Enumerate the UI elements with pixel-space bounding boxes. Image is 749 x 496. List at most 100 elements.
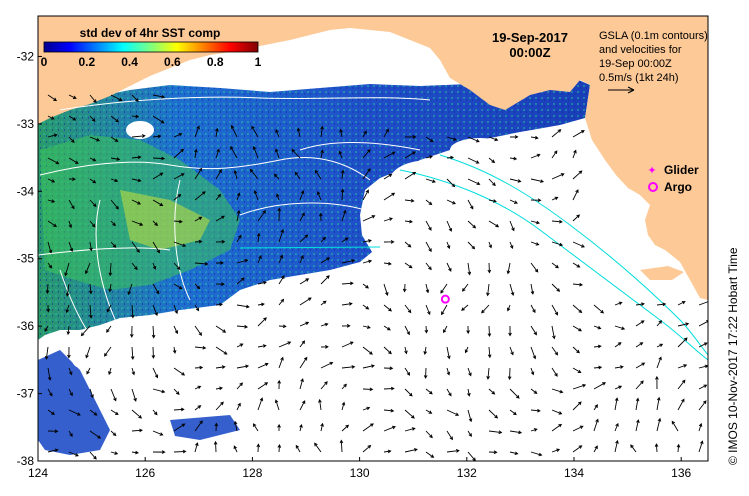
velocity-arrow <box>230 145 238 159</box>
velocity-arrow <box>656 356 662 369</box>
velocity-arrow <box>47 199 56 203</box>
velocity-arrow <box>467 178 481 186</box>
velocity-arrow <box>299 234 309 243</box>
gsla-coastal-contours <box>239 154 708 361</box>
velocity-arrow <box>362 168 371 180</box>
velocity-arrow <box>253 190 259 201</box>
velocity-arrow <box>404 409 415 419</box>
velocity-arrow <box>425 262 432 271</box>
velocity-arrow <box>131 388 137 402</box>
velocity-arrow <box>467 136 480 143</box>
velocity-arrow <box>110 94 123 102</box>
velocity-arrow <box>131 367 136 376</box>
velocity-arrow <box>47 178 56 183</box>
velocity-arrow <box>593 445 598 453</box>
velocity-arrow <box>277 444 282 453</box>
velocity-arrow <box>362 444 372 453</box>
velocity-arrow <box>215 215 225 222</box>
velocity-arrow <box>84 262 91 275</box>
velocity-arrow <box>236 209 241 222</box>
velocity-arrow <box>233 445 238 453</box>
velocity-arrow <box>446 178 456 188</box>
velocity-arrow <box>257 382 269 390</box>
velocity-arrow <box>89 115 96 122</box>
velocity-arrow <box>173 193 182 201</box>
velocity-arrow <box>404 388 413 397</box>
plot-frame <box>37 15 709 462</box>
velocity-arrow <box>131 409 143 419</box>
velocity-arrow <box>110 220 116 227</box>
velocity-arrow <box>572 425 584 432</box>
velocity-arrow <box>383 366 394 371</box>
velocity-arrow <box>104 346 112 357</box>
velocity-arrow <box>424 325 429 334</box>
velocity-arrow <box>47 448 59 453</box>
velocity-arrow <box>89 304 93 319</box>
velocity-arrow <box>341 365 356 369</box>
velocity-arrow <box>446 136 457 141</box>
velocity-arrow <box>89 388 94 399</box>
velocity-arrow <box>45 283 50 294</box>
velocity-arrow <box>404 135 417 139</box>
velocity-arrow <box>314 169 322 180</box>
velocity-arrow <box>152 134 162 139</box>
velocity-arrow <box>47 388 53 397</box>
velocity-arrow <box>152 262 157 270</box>
velocity-arrow <box>635 419 640 432</box>
velocity-arrow <box>488 199 497 203</box>
velocity-arrow <box>362 406 371 411</box>
velocity-arrow <box>362 346 373 355</box>
velocity-arrow <box>68 451 79 457</box>
velocity-arrow <box>47 94 58 102</box>
velocity-arrow <box>215 346 228 355</box>
velocity-arrow <box>129 325 134 338</box>
velocity-arrow <box>294 171 301 180</box>
velocity-arrow <box>509 388 520 399</box>
velocity-arrow <box>89 241 93 252</box>
velocity-arrow <box>677 364 688 369</box>
velocity-arrow <box>152 388 166 394</box>
velocity-arrow <box>257 362 269 369</box>
velocity-arrow <box>173 241 187 247</box>
velocity-arrow <box>404 262 413 269</box>
lat-tick-label: -37 <box>17 387 35 401</box>
velocity-arrow <box>130 346 135 361</box>
velocity-arrow <box>383 408 395 413</box>
velocity-arrow <box>299 423 303 432</box>
velocity-arrow <box>278 254 284 264</box>
velocity-arrow <box>110 451 119 455</box>
velocity-arrow <box>299 321 310 327</box>
map-time: 00:00Z <box>509 45 550 60</box>
velocity-arrow <box>277 423 281 432</box>
velocity-arrow <box>127 283 133 296</box>
velocity-arrow <box>173 148 185 159</box>
colorbar: std dev of 4hr SST comp 0 0.2 0.4 0.6 0.8 1 <box>41 26 262 69</box>
velocity-arrow <box>572 214 581 222</box>
velocity-arrow <box>446 155 455 160</box>
velocity-arrow <box>509 199 518 204</box>
velocity-arrow <box>446 409 460 416</box>
sst-south-patch <box>170 415 240 440</box>
velocity-arrow <box>487 262 492 274</box>
velocity-arrow <box>152 94 166 99</box>
velocity-arrow <box>236 234 242 243</box>
velocity-arrow <box>88 283 93 295</box>
velocity-arrow <box>404 304 412 314</box>
velocity-arrow <box>320 381 328 390</box>
velocity-arrow <box>530 153 541 159</box>
velocity-arrow <box>572 170 583 180</box>
velocity-arrow <box>152 450 166 454</box>
velocity-arrow <box>47 367 52 381</box>
velocity-arrow <box>656 417 662 432</box>
velocity-arrow <box>314 442 322 453</box>
velocity-arrow <box>593 404 598 411</box>
velocity-arrow <box>593 418 599 432</box>
velocity-arrow <box>630 444 637 453</box>
velocity-arrow <box>194 216 203 222</box>
velocity-arrow <box>274 399 280 411</box>
velocity-arrow <box>299 400 306 411</box>
velocity-arrow <box>656 396 661 411</box>
velocity-arrow <box>108 262 113 277</box>
velocity-arrow <box>341 401 346 411</box>
velocity-arrow <box>614 301 623 306</box>
